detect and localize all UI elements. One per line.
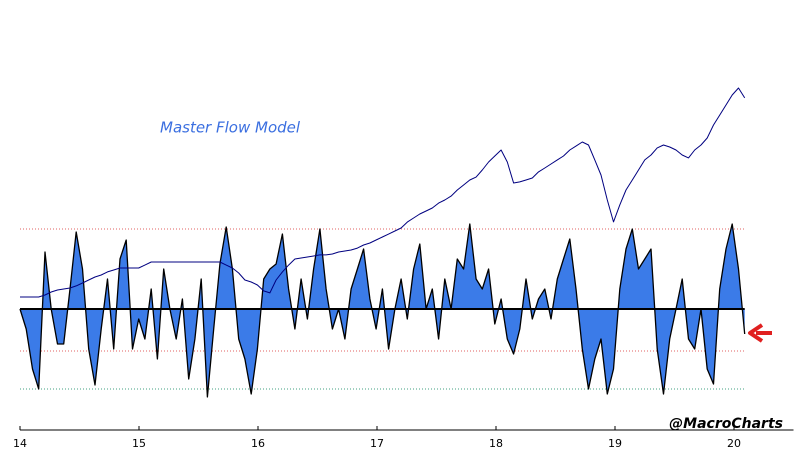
watermark: @MacroCharts	[669, 416, 783, 432]
x-tick-label: 16	[251, 437, 265, 450]
chart-title: Master Flow Model	[160, 119, 301, 137]
x-tick-label: 17	[370, 437, 384, 450]
area-fill	[20, 224, 745, 397]
arrow-head	[748, 323, 764, 343]
arrow	[748, 323, 772, 343]
x-tick-label: 20	[727, 437, 741, 450]
x-tick-label: 18	[489, 437, 503, 450]
price-line	[20, 87, 746, 298]
area-outline	[19, 223, 746, 398]
x-tick-label: 14	[13, 437, 27, 450]
x-tick-label: 15	[132, 437, 146, 450]
plot-area: 14 15 16 17 18 19 20	[13, 87, 794, 450]
x-tick-label: 19	[608, 437, 622, 450]
